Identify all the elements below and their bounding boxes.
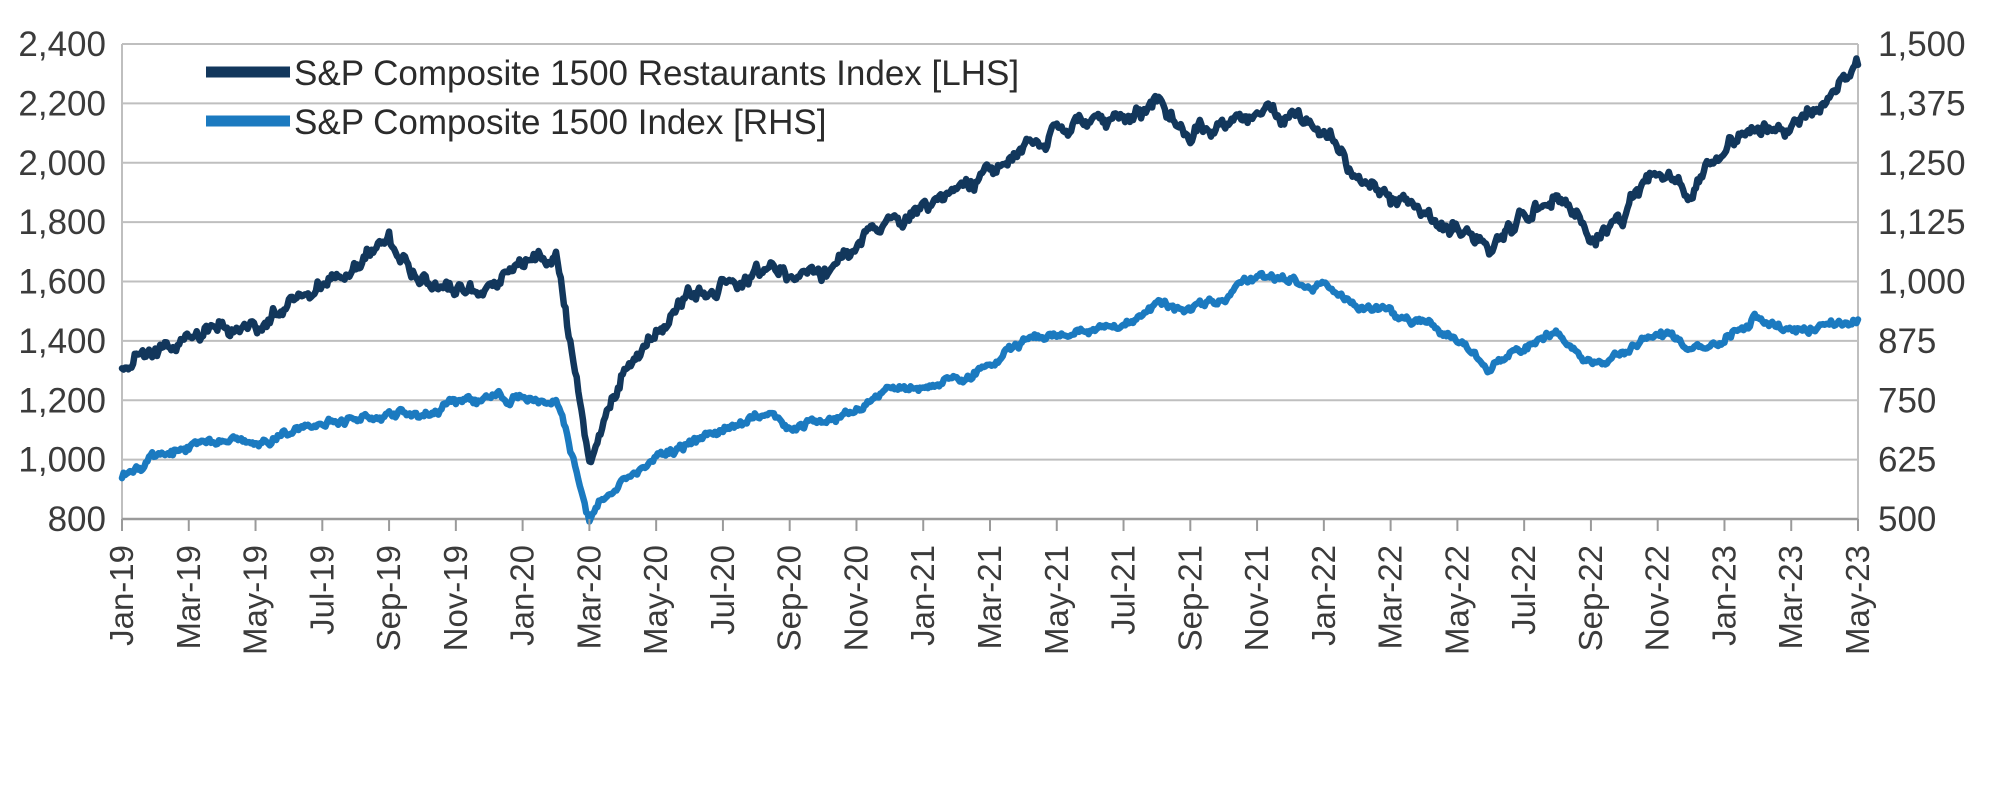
x-axis-tick-label: Jan-20 — [504, 545, 541, 646]
right-axis-tick-label: 625 — [1878, 441, 1936, 480]
x-axis-tick-label: May-19 — [237, 545, 274, 655]
left-axis-tick-label: 1,600 — [18, 263, 106, 302]
series-line-2 — [118, 269, 1862, 525]
x-axis-tick-label: Jan-22 — [1305, 545, 1342, 646]
right-axis-tick-label: 1,500 — [1878, 25, 1966, 64]
x-axis-tick-label: Jan-21 — [904, 545, 941, 646]
x-axis-tick-label: Mar-23 — [1772, 545, 1809, 650]
x-axis-tick-label: Jan-23 — [1706, 545, 1743, 646]
series-layer — [118, 55, 1862, 525]
x-axis-tick-label: May-22 — [1438, 545, 1475, 655]
x-axis-tick-label: Jul-22 — [1505, 545, 1542, 635]
left-axis-labels: 800 1,000 1,200 1,400 1,600 1,800 2,000 2,200 2,… — [18, 25, 106, 539]
right-axis-tick-label: 1,375 — [1878, 84, 1966, 123]
left-axis-tick-label: 1,400 — [18, 322, 106, 361]
x-axis-tick-label: Jan-19 — [103, 545, 140, 646]
x-axis-tick-label: Sep-21 — [1171, 545, 1208, 651]
gridlines — [122, 43, 1858, 461]
x-axis-tick-label: Mar-22 — [1372, 545, 1409, 650]
legend-label-2: S&P Composite 1500 Index [RHS] — [294, 103, 826, 142]
right-axis-tick-label: 875 — [1878, 322, 1936, 361]
x-axis-tick-label: Jul-21 — [1105, 545, 1142, 635]
x-axis-tick-label: Nov-22 — [1639, 545, 1676, 651]
right-axis-tick-label: 750 — [1878, 381, 1936, 420]
left-axis-tick-label: 1,000 — [18, 441, 106, 480]
left-axis-tick-label: 2,000 — [18, 144, 106, 183]
right-axis-tick-label: 500 — [1878, 500, 1936, 539]
x-axis-tick-label: Mar-21 — [971, 545, 1008, 650]
x-axis-tick-label: Nov-21 — [1238, 545, 1275, 651]
x-axis-tick-label: May-20 — [637, 545, 674, 655]
left-axis-tick-label: 800 — [48, 500, 106, 539]
x-axis-tick-label: Nov-20 — [838, 545, 875, 651]
x-axis-tick-label: Mar-19 — [170, 545, 207, 650]
x-axis-tick-label: Nov-19 — [437, 545, 474, 651]
left-axis-tick-label: 1,200 — [18, 381, 106, 420]
left-axis-tick-label: 2,200 — [18, 84, 106, 123]
x-axis-labels: Jan-19 Mar-19 May-19 Jul-19 Sep-19 Nov-19 Jan-… — [103, 519, 1876, 655]
series-line-1 — [118, 55, 1862, 466]
right-axis-tick-label: 1,000 — [1878, 263, 1966, 302]
x-axis-tick-label: Sep-20 — [771, 545, 808, 651]
legend-label-1: S&P Composite 1500 Restaurants Index [LH… — [294, 54, 1019, 93]
x-axis-tick-label: May-21 — [1038, 545, 1075, 655]
right-axis-labels: 500 625 750 875 1,000 1,125 1,250 1,375 1,500 — [1878, 25, 1966, 539]
right-axis-tick-label: 1,125 — [1878, 203, 1966, 242]
legend: S&P Composite 1500 Restaurants Index [LH… — [206, 54, 1019, 142]
x-axis-tick-label: Mar-20 — [570, 545, 607, 650]
x-axis-tick-label: Jul-20 — [704, 545, 741, 635]
left-axis-tick-label: 1,800 — [18, 203, 106, 242]
x-axis-tick-label: Sep-22 — [1572, 545, 1609, 651]
left-axis-tick-label: 2,400 — [18, 25, 106, 64]
x-axis-tick-label: Jul-19 — [303, 545, 340, 635]
x-axis-tick-label: Sep-19 — [370, 545, 407, 651]
right-axis-tick-label: 1,250 — [1878, 144, 1966, 183]
x-axis-tick-label: May-23 — [1839, 545, 1876, 655]
